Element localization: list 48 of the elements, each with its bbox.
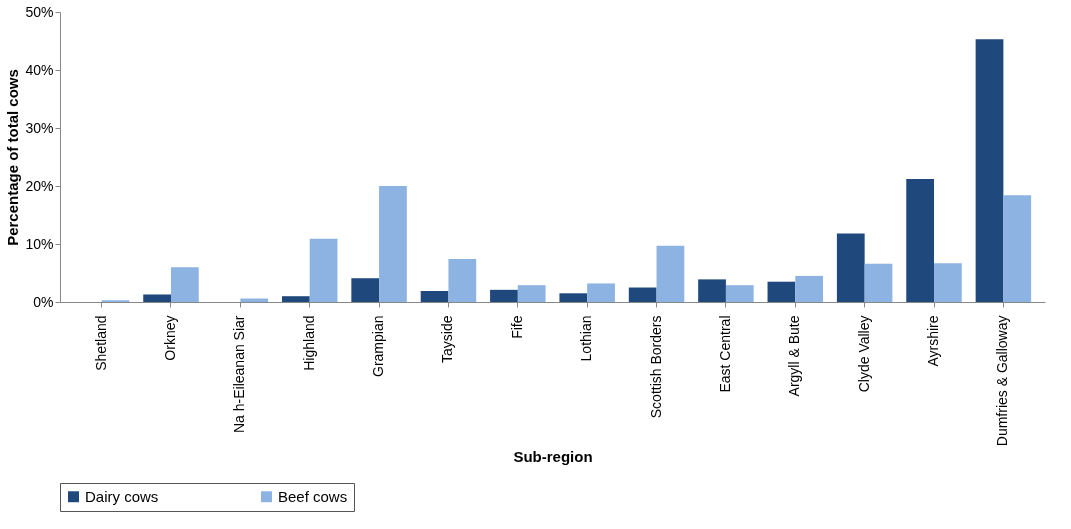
bar [281, 296, 310, 302]
bar [725, 285, 754, 302]
y-tick-label: 40% [25, 61, 54, 78]
x-tick-label: Orkney [161, 315, 178, 361]
bar [490, 289, 518, 302]
y-tick-label: 30% [25, 119, 54, 136]
bar [934, 263, 962, 302]
x-tick-label: Highland [300, 315, 317, 371]
bar [1003, 195, 1032, 302]
legend-label: Beef cows [278, 487, 348, 505]
x-tick-label: Grampian [370, 315, 387, 377]
bar [420, 290, 449, 302]
bar [836, 233, 865, 302]
bar [379, 186, 407, 302]
y-tick-label: 50% [25, 3, 54, 20]
x-tick-label: Clyde Valley [855, 315, 872, 393]
x-tick-label: East Central [716, 315, 733, 393]
y-tick-label: 20% [25, 177, 54, 194]
bar [864, 263, 893, 302]
x-tick-label: Fife [508, 315, 525, 339]
bar [628, 287, 657, 302]
bar [170, 267, 199, 302]
bar [351, 278, 380, 302]
x-tick-label: Scottish Borders [647, 315, 664, 419]
y-tick-label: 0% [33, 293, 54, 310]
bar [767, 281, 796, 302]
x-tick-label: Argyll & Bute [786, 315, 803, 397]
bar [698, 279, 726, 302]
x-tick-label: Tayside [439, 315, 456, 363]
bar [975, 39, 1004, 302]
legend-label: Dairy cows [85, 487, 159, 505]
bar [906, 179, 935, 302]
bar [656, 245, 685, 302]
x-tick-label: Shetland [92, 315, 109, 371]
y-axis-title: Percentage of total cows [4, 69, 22, 246]
bar [559, 293, 588, 302]
y-tick-label: 10% [25, 235, 54, 252]
bar [143, 294, 171, 302]
x-tick-label: Lothian [578, 315, 595, 362]
x-axis-title: Sub-region [513, 448, 593, 466]
bar [587, 283, 615, 302]
x-tick-label: Ayrshire [925, 315, 942, 367]
bar [448, 259, 477, 302]
x-tick-label: Na h-Eileanan Siar [231, 315, 248, 434]
bar [795, 275, 824, 302]
bar [517, 285, 546, 302]
x-tick-label: Dumfries & Galloway [994, 315, 1011, 447]
bar [309, 238, 338, 302]
